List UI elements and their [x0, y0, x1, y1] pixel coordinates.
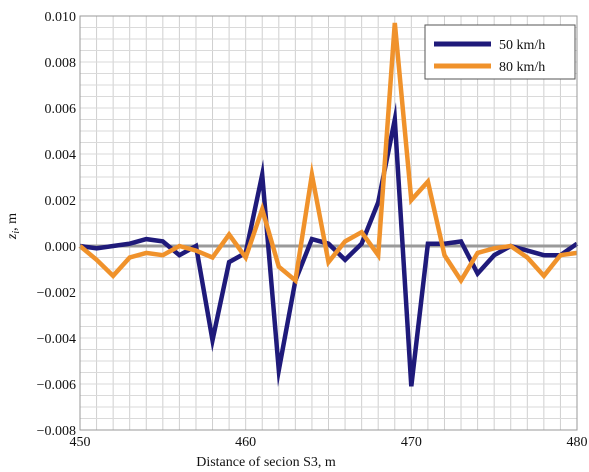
- y-tick-label: 0.002: [45, 194, 77, 209]
- x-axis-title: Distance of secion S3, m: [196, 455, 336, 470]
- legend-label-50: 50 km/h: [499, 38, 545, 53]
- series-line-50kmh: [79, 102, 579, 388]
- legend: 50 km/h 80 km/h: [424, 24, 576, 80]
- y-axis-title: zi, m: [5, 213, 22, 240]
- y-tick-label: 0.010: [45, 10, 77, 25]
- y-axis-title-var: z: [5, 233, 20, 240]
- y-tick-label: 0.006: [45, 102, 77, 117]
- series-layer: [78, 22, 579, 388]
- y-tick-label: −0.002: [37, 286, 76, 301]
- y-tick-label: −0.008: [37, 424, 76, 439]
- legend-box: [424, 24, 576, 80]
- series-line-80kmh: [78, 22, 578, 285]
- y-axis-title-subscript: i: [11, 231, 22, 234]
- tick-labels: 0.010 0.008 0.006 0.004 0.002 0.000 −0.002 −0.0…: [37, 10, 588, 450]
- y-tick-label: 0.000: [45, 240, 77, 255]
- plot-frame: [79, 15, 578, 431]
- y-tick-label: 0.004: [45, 148, 77, 163]
- x-tick-label: 470: [401, 435, 422, 450]
- x-tick-label: 450: [70, 435, 91, 450]
- x-tick-label: 460: [235, 435, 256, 450]
- y-tick-label: −0.006: [37, 378, 76, 393]
- y-axis-title-unit: , m: [5, 213, 20, 231]
- y-tick-label: 0.008: [45, 56, 77, 71]
- x-tick-label: 480: [567, 435, 588, 450]
- y-tick-label: −0.004: [37, 332, 76, 347]
- legend-label-80: 80 km/h: [499, 60, 545, 75]
